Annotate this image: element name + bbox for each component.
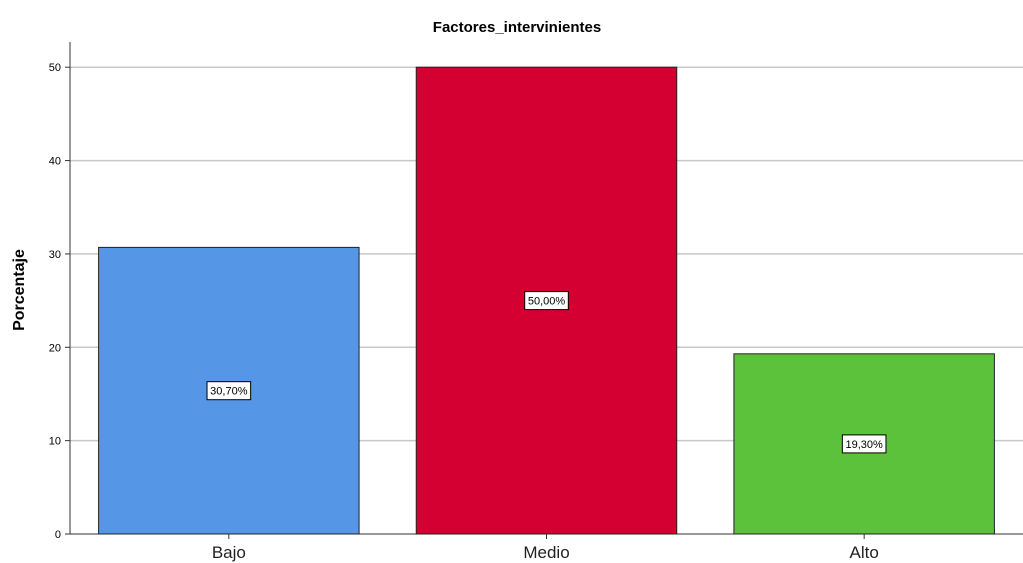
data-label-box (206, 381, 252, 401)
bars (98, 66, 995, 535)
x-tick-label: Bajo (212, 543, 246, 562)
x-tick-label: Medio (523, 543, 569, 562)
y-tick-label: 10 (49, 436, 61, 448)
y-tick-label: 0 (55, 529, 61, 541)
x-tick-label: Alto (850, 543, 879, 562)
data-label: 19,30% (846, 439, 884, 451)
chart-title: Factores_intervinientes (433, 19, 601, 36)
x-tick-labels: Bajo Medio Alto (212, 534, 879, 562)
y-tick-label: 30 (49, 249, 61, 261)
y-tick-label: 40 (49, 156, 61, 168)
y-axis-label: Porcentaje (11, 249, 28, 331)
data-label: 50,00% (528, 296, 566, 308)
data-label: 30,70% (210, 386, 248, 398)
y-tick-label: 20 (49, 342, 61, 354)
data-label-box (524, 291, 569, 311)
y-tick-labels: 0 10 20 30 40 50 (49, 62, 70, 541)
data-label-box (841, 434, 887, 454)
data-labels: 30,70% 50,00% 19,30% (206, 291, 887, 454)
y-tick-label: 50 (49, 62, 61, 74)
